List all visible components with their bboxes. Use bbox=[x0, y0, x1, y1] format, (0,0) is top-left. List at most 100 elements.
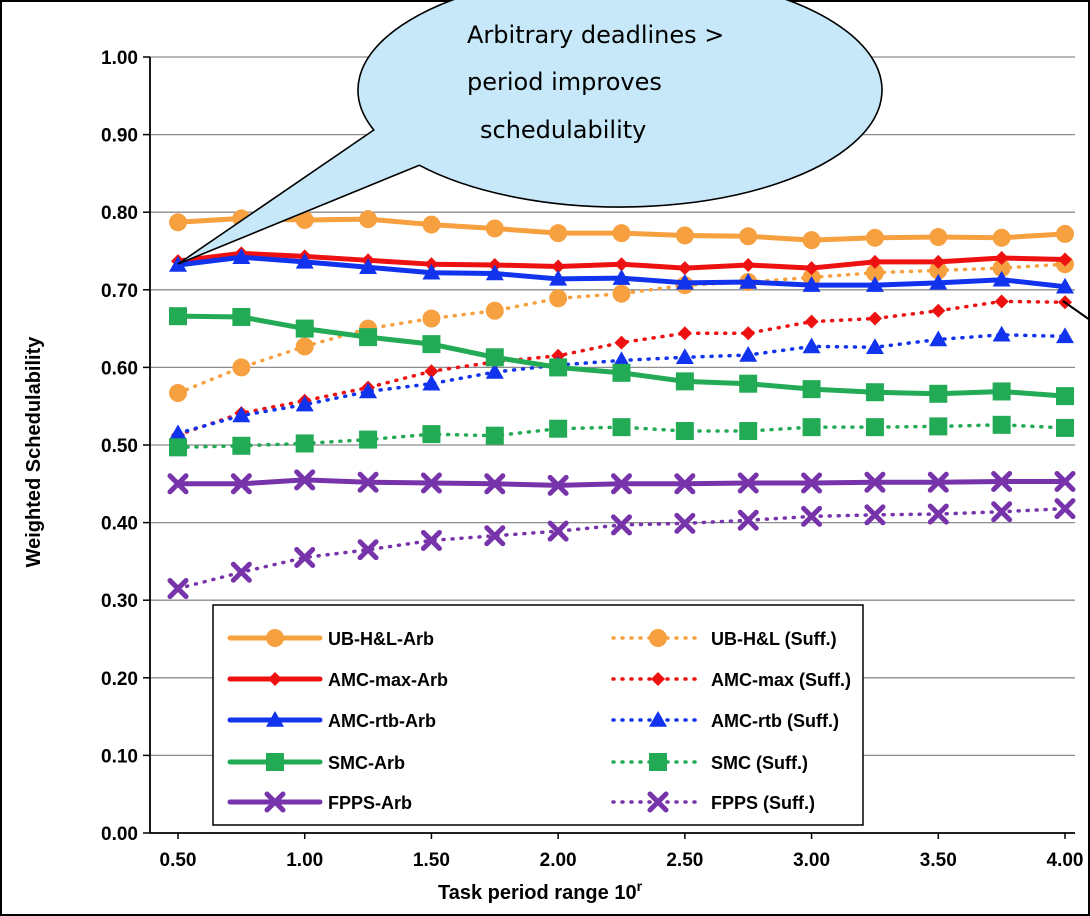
series-8-point-5 bbox=[484, 473, 506, 495]
series-5 bbox=[169, 325, 1074, 441]
series bbox=[167, 209, 1076, 600]
series-6 bbox=[169, 307, 1074, 406]
offscreen-callout-pointer bbox=[1062, 300, 1090, 321]
series-5-point-7 bbox=[612, 351, 631, 368]
series-6-point-1 bbox=[232, 307, 251, 326]
series-4-point-6 bbox=[549, 269, 568, 286]
y-tick-label-2: 0.20 bbox=[101, 669, 138, 690]
series-6-point-5 bbox=[485, 348, 504, 367]
legend-label-4: AMC-rtb-Arb bbox=[328, 711, 436, 731]
series-line-3 bbox=[176, 299, 1067, 437]
series-7-point-1 bbox=[232, 436, 251, 455]
x-tick-label-6: 3.50 bbox=[920, 850, 957, 871]
legend-entry-3: AMC-max (Suff.) bbox=[611, 670, 851, 690]
series-5-point-2 bbox=[295, 395, 314, 412]
series-2-point-14 bbox=[1058, 252, 1072, 267]
series-2-point-10 bbox=[804, 261, 819, 276]
series-2-point-8 bbox=[677, 261, 692, 276]
series-8-point-9 bbox=[737, 472, 759, 494]
series-6-point-6 bbox=[549, 358, 568, 377]
x-tick-label-1: 1.00 bbox=[286, 850, 323, 871]
series-0-point-6 bbox=[549, 224, 568, 243]
legend-swatch-marker-7 bbox=[649, 753, 667, 771]
series-1-point-12 bbox=[929, 261, 948, 280]
series-8-point-4 bbox=[420, 472, 442, 494]
legend-label-0: UB-H&L-Arb bbox=[328, 629, 434, 649]
series-1-point-7 bbox=[612, 284, 631, 303]
series-9-point-12 bbox=[927, 503, 949, 525]
legend-label-3: AMC-max (Suff.) bbox=[711, 670, 851, 690]
series-0-point-14 bbox=[1056, 224, 1074, 243]
series-7-point-4 bbox=[422, 425, 441, 444]
series-2-point-6 bbox=[551, 259, 566, 274]
series-1-point-5 bbox=[485, 301, 504, 320]
callout-bubble bbox=[177, 0, 883, 265]
x-tick-label-4: 2.50 bbox=[666, 850, 703, 871]
legend-label-8: FPPS-Arb bbox=[328, 793, 412, 813]
series-0-point-9 bbox=[739, 227, 758, 246]
x-tick-label-0: 0.50 bbox=[160, 850, 197, 871]
series-6-point-0 bbox=[169, 307, 187, 326]
series-8-point-7 bbox=[611, 473, 632, 495]
series-8-point-10 bbox=[801, 472, 823, 494]
legend-label-6: SMC-Arb bbox=[328, 753, 405, 773]
series-9-point-13 bbox=[991, 501, 1013, 523]
series-2-point-7 bbox=[614, 257, 629, 272]
series-9-point-2 bbox=[294, 547, 316, 569]
series-5-point-4 bbox=[422, 374, 441, 391]
series-5-point-14 bbox=[1056, 327, 1074, 344]
series-7-point-2 bbox=[295, 434, 314, 453]
series-5-point-5 bbox=[485, 363, 504, 379]
y-tick-label-8: 0.80 bbox=[101, 203, 138, 224]
legend-entry-7: SMC (Suff.) bbox=[611, 753, 808, 773]
legend-entry-6: SMC-Arb bbox=[227, 753, 405, 773]
series-7-point-8 bbox=[675, 422, 694, 441]
series-8-point-3 bbox=[357, 471, 379, 493]
legend-swatch-marker-4 bbox=[266, 711, 284, 727]
series-7 bbox=[169, 415, 1074, 457]
series-3-point-11 bbox=[867, 311, 882, 326]
series-3-point-8 bbox=[677, 326, 692, 341]
series-5-point-12 bbox=[929, 330, 948, 347]
series-6-point-3 bbox=[359, 328, 378, 347]
series-4-point-5 bbox=[485, 264, 504, 281]
series-3-point-12 bbox=[931, 303, 946, 318]
series-5-point-3 bbox=[359, 382, 378, 399]
legend-box bbox=[212, 604, 864, 826]
series-7-point-13 bbox=[992, 415, 1011, 434]
series-8-point-2 bbox=[294, 469, 316, 491]
y-tick-label-4: 0.40 bbox=[101, 514, 138, 535]
y-tick-label-9: 0.90 bbox=[101, 126, 138, 147]
series-9-point-11 bbox=[864, 504, 886, 526]
series-8-point-6 bbox=[547, 474, 569, 496]
callout: Arbitrary deadlines > period improves sche… bbox=[177, 0, 1090, 321]
y-axis-title: Weighted Schedulability bbox=[23, 336, 45, 568]
series-9-point-5 bbox=[484, 525, 506, 547]
series-9-point-3 bbox=[357, 539, 379, 561]
series-0-point-2 bbox=[295, 210, 314, 229]
series-0-point-10 bbox=[802, 231, 821, 250]
series-1-point-4 bbox=[422, 309, 441, 328]
y-tick-label-5: 0.50 bbox=[101, 436, 138, 457]
series-0-point-5 bbox=[485, 219, 504, 238]
series-9-point-14 bbox=[1054, 498, 1076, 520]
series-9-point-1 bbox=[230, 561, 252, 583]
series-2-point-12 bbox=[931, 254, 946, 269]
series-7-point-5 bbox=[485, 426, 504, 445]
series-2-point-13 bbox=[994, 250, 1009, 265]
legend: UB-H&L-Arb UB-H&L (Suff.) AMC-max-Arb AMC-m… bbox=[212, 604, 864, 826]
callout-line-2: schedulability bbox=[480, 116, 646, 144]
series-7-point-12 bbox=[929, 417, 948, 436]
series-8 bbox=[167, 469, 1076, 496]
axes: 0.00 0.10 0.20 0.30 0.40 0.50 0.60 0.70 0.80 0.90… bbox=[23, 48, 1083, 904]
series-0-point-7 bbox=[612, 224, 631, 243]
legend-swatch-marker-9 bbox=[647, 791, 669, 813]
series-1-point-1 bbox=[232, 358, 251, 377]
series-0-point-13 bbox=[992, 228, 1011, 247]
series-0 bbox=[169, 209, 1074, 250]
legend-label-2: AMC-max-Arb bbox=[328, 670, 448, 690]
series-4-point-14 bbox=[1056, 277, 1074, 294]
series-8-point-13 bbox=[991, 470, 1013, 492]
series-0-point-4 bbox=[422, 215, 441, 234]
y-tick-label-6: 0.60 bbox=[101, 358, 138, 379]
